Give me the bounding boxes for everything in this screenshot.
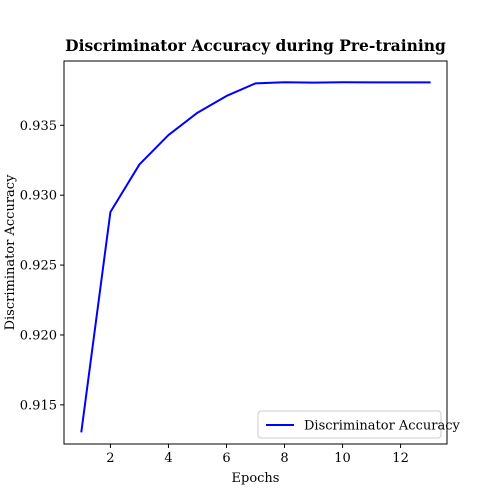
legend-box (257, 410, 442, 439)
y-axis: 0.915 0.920 0.925 0.930 0.935 (20, 119, 64, 413)
y-tick-label: 0.915 (20, 398, 57, 413)
y-axis-label: Discriminator Accuracy (3, 174, 18, 330)
x-tick-label: 10 (334, 451, 351, 466)
x-axis-label: Epochs (232, 471, 280, 486)
x-tick-label: 2 (106, 451, 114, 466)
series-line-discriminator-accuracy (80, 81, 431, 433)
series-layer (80, 81, 431, 433)
y-tick-label: 0.925 (20, 259, 57, 274)
x-tick-label: 6 (222, 451, 230, 466)
legend: Discriminator Accuracy (257, 410, 460, 439)
x-axis: 2 4 6 8 10 12 (106, 444, 409, 466)
chart-title: Discriminator Accuracy during Pre-traini… (65, 36, 446, 55)
y-tick-label: 0.920 (20, 328, 57, 343)
y-tick-label: 0.935 (20, 119, 57, 134)
x-tick-label: 4 (164, 451, 172, 466)
x-tick-label: 8 (280, 451, 288, 466)
legend-label-discriminator-accuracy: Discriminator Accuracy (304, 419, 460, 434)
y-tick-label: 0.930 (20, 189, 57, 204)
x-tick-label: 12 (392, 451, 409, 466)
plot-area-frame (63, 60, 448, 445)
